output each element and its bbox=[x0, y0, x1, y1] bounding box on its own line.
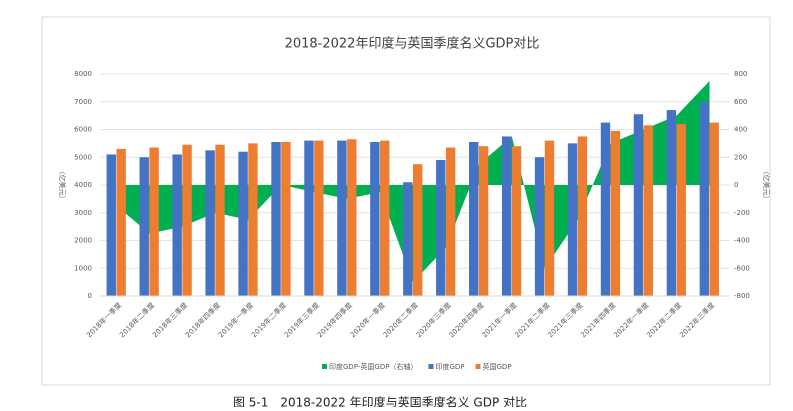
bar bbox=[304, 140, 314, 296]
y2-tick-label: 800 bbox=[734, 70, 747, 78]
bar bbox=[610, 130, 621, 296]
bar bbox=[139, 157, 149, 296]
bar bbox=[337, 140, 347, 296]
y-tick-label: 7000 bbox=[74, 98, 92, 106]
bar bbox=[633, 114, 644, 296]
y-tick-label: 2000 bbox=[74, 237, 92, 245]
bar bbox=[205, 150, 215, 296]
caption: 图 5-1 2018-2022 年印度与英国季度名义 GDP 对比 bbox=[233, 395, 527, 408]
bar bbox=[314, 140, 324, 296]
bar bbox=[534, 157, 545, 296]
bar bbox=[403, 182, 413, 296]
bar bbox=[215, 144, 225, 296]
y2-tick-label: -200 bbox=[734, 209, 750, 217]
y2-tick-label: -400 bbox=[734, 237, 750, 245]
bar bbox=[271, 141, 281, 296]
bar bbox=[380, 140, 390, 296]
area bbox=[116, 80, 710, 283]
y-tick-label: 4000 bbox=[74, 181, 92, 189]
bar bbox=[676, 123, 686, 296]
bar bbox=[370, 141, 380, 296]
legend-swatch bbox=[475, 364, 481, 369]
bar bbox=[643, 125, 654, 297]
bar bbox=[666, 110, 677, 296]
bar bbox=[106, 154, 116, 296]
y-tick-label: 5000 bbox=[74, 153, 92, 161]
bar bbox=[544, 140, 555, 296]
bar bbox=[248, 143, 258, 296]
legend-swatch bbox=[428, 364, 434, 369]
bar bbox=[347, 139, 357, 296]
bar bbox=[577, 136, 588, 296]
y-tick-label: 6000 bbox=[74, 126, 92, 134]
bar bbox=[182, 144, 192, 296]
y-tick-label: 1000 bbox=[74, 264, 92, 272]
legend-label: 印度GDP bbox=[435, 362, 464, 371]
bar bbox=[281, 141, 291, 296]
bar bbox=[116, 148, 126, 296]
bar bbox=[445, 147, 456, 296]
y-tick-label: 3000 bbox=[74, 209, 92, 217]
legend-label: 英国GDP bbox=[483, 362, 512, 371]
bar bbox=[600, 122, 611, 296]
y2-tick-label: -800 bbox=[734, 292, 750, 300]
y2-tick-label: 600 bbox=[734, 98, 747, 106]
y2-tick-label: 200 bbox=[734, 153, 747, 161]
bar bbox=[709, 122, 719, 296]
bar bbox=[567, 143, 578, 296]
y2-axis-label: （亿美元） bbox=[762, 168, 771, 203]
y2-tick-label: 400 bbox=[734, 126, 747, 134]
y2-tick-label: 0 bbox=[734, 181, 738, 189]
bar bbox=[501, 136, 512, 296]
bar bbox=[511, 146, 522, 296]
bar bbox=[172, 154, 182, 296]
bar bbox=[469, 141, 479, 296]
y2-tick-label: -600 bbox=[734, 264, 750, 272]
y-tick-label: 0 bbox=[88, 292, 92, 300]
bar bbox=[149, 147, 159, 296]
bar bbox=[413, 164, 423, 296]
legend-swatch bbox=[322, 364, 327, 369]
bar bbox=[699, 101, 710, 296]
bar bbox=[238, 151, 248, 296]
y-axis-label: （亿美元） bbox=[58, 168, 67, 203]
y-tick-label: 8000 bbox=[74, 70, 92, 78]
bar bbox=[436, 160, 446, 296]
legend-label: 印度GDP-英国GDP（右轴） bbox=[329, 362, 417, 371]
bar bbox=[478, 146, 489, 296]
chart-title: 2018-2022年印度与英国季度名义GDP对比 bbox=[285, 36, 540, 52]
